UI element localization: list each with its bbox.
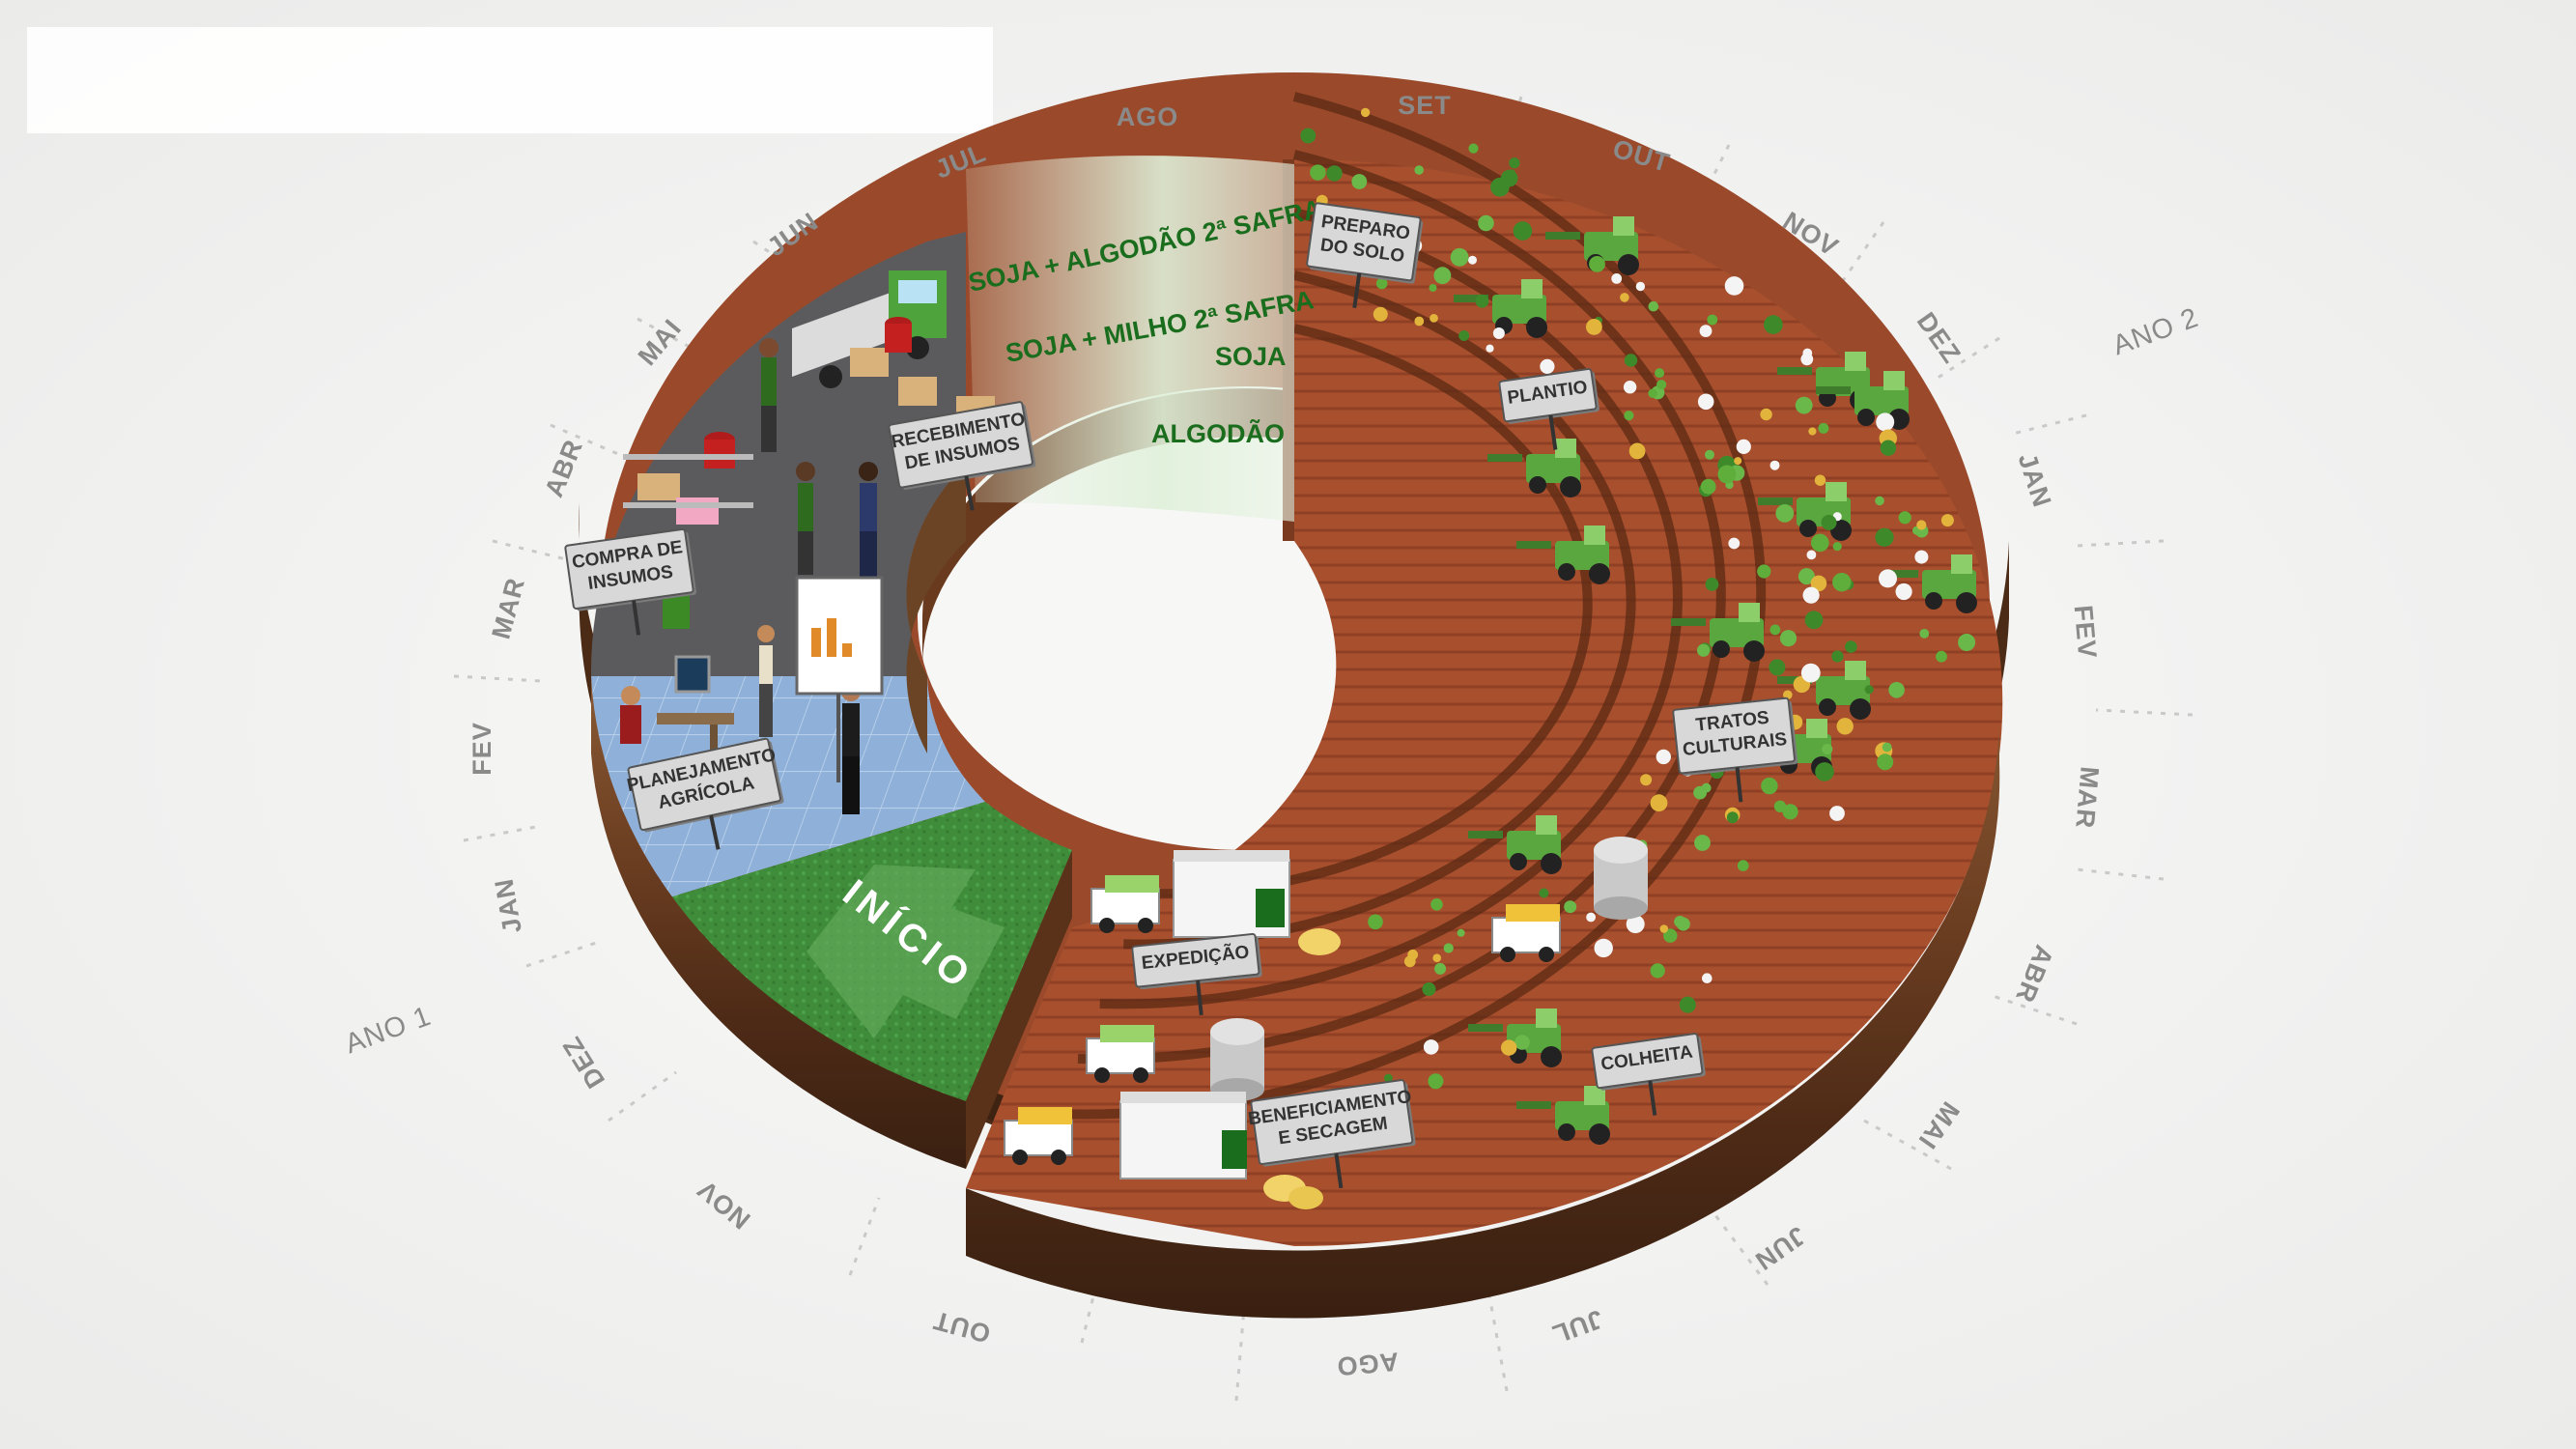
tractor-14 xyxy=(1816,371,1910,430)
office-desk xyxy=(657,655,734,763)
month-label-right-fev: FEV xyxy=(2069,604,2103,660)
month-label-right-ago: AGO xyxy=(1335,1347,1400,1381)
warehouse-building-2 xyxy=(1119,1092,1247,1179)
crop-label-algodao: ALGODÃO xyxy=(1151,418,1285,448)
trucks xyxy=(1004,875,1561,1165)
month-label-left-fev: FEV xyxy=(467,722,496,776)
truck-1 xyxy=(1090,875,1160,933)
office-board xyxy=(795,576,884,782)
truck-4 xyxy=(1004,1107,1073,1165)
crop-label-soja: SOJA xyxy=(1215,342,1287,371)
tractor-3 xyxy=(1487,439,1581,497)
tractor-4 xyxy=(1516,526,1610,584)
truck-3 xyxy=(1086,1025,1155,1083)
tractor-2 xyxy=(1454,279,1547,338)
tractor-6 xyxy=(1883,554,1977,613)
sign-plantio: PLANTIO xyxy=(1498,368,1599,450)
office-floor xyxy=(591,676,985,898)
tractor-10 xyxy=(1468,815,1562,874)
month-label-left-ago: AGO xyxy=(1117,102,1179,131)
workers xyxy=(620,338,878,814)
sign-colheita: COLHEITA xyxy=(1591,1033,1706,1116)
sign-expedicao: EXPEDIÇÃO xyxy=(1131,932,1262,1016)
tractor-8 xyxy=(1671,603,1765,662)
header-blank-area xyxy=(27,27,993,133)
month-label-right-mar: MAR xyxy=(2070,765,2105,830)
start-arrow xyxy=(807,865,1005,1038)
tractor-12 xyxy=(1516,1086,1610,1145)
tractor-13 xyxy=(1777,661,1871,720)
silo-1 xyxy=(1594,837,1648,920)
crop-band: SOJA + ALGODÃO 2ª SAFRA SOJA + MILHO 2ª … xyxy=(966,156,1324,522)
warehouse-building-1 xyxy=(1173,850,1290,938)
month-label-right-set: SET xyxy=(1398,91,1452,120)
tractors xyxy=(1454,216,1977,1145)
boxes-barrels xyxy=(623,317,995,629)
silo-2 xyxy=(1210,1018,1264,1101)
truck-2 xyxy=(1491,904,1561,962)
hay-bales xyxy=(1263,928,1341,1209)
